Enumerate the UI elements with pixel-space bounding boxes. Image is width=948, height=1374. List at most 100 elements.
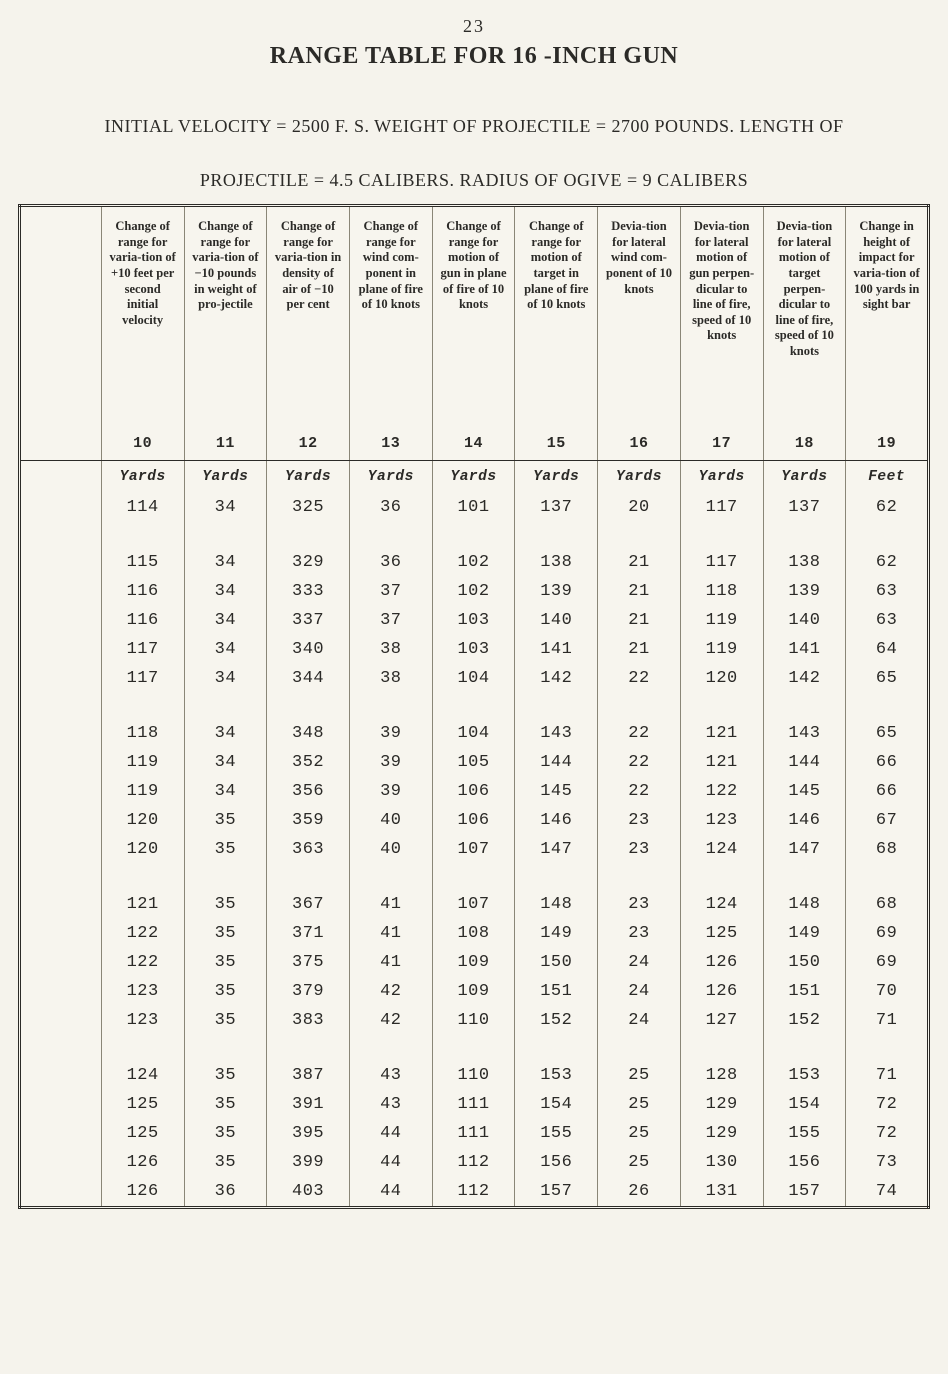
table-cell: 26	[598, 1177, 681, 1208]
table-cell-gap	[432, 522, 515, 548]
table-cell: 35	[184, 835, 267, 864]
table-cell: 157	[515, 1177, 598, 1208]
table-cell-gap	[515, 522, 598, 548]
table-cell: 110	[432, 1006, 515, 1035]
table-cell: 125	[101, 1090, 184, 1119]
table-cell: 34	[184, 777, 267, 806]
table-cell-gap	[680, 693, 763, 719]
table-unit: Yards	[432, 461, 515, 494]
table-cell: 36	[349, 493, 432, 522]
table-cell-gap	[267, 864, 350, 890]
table-cell-lead	[20, 522, 102, 548]
table-cell-gap	[349, 693, 432, 719]
table-cell: 40	[349, 835, 432, 864]
table-cell: 126	[680, 948, 763, 977]
table-cell: 137	[515, 493, 598, 522]
table-colnum: 18	[763, 429, 846, 461]
table-cell-gap	[349, 864, 432, 890]
table-cell-gap	[846, 522, 929, 548]
table-cell: 152	[515, 1006, 598, 1035]
table-cell: 148	[515, 890, 598, 919]
table-cell-gap	[184, 864, 267, 890]
table-cell: 102	[432, 548, 515, 577]
table-cell: 117	[680, 493, 763, 522]
table-cell-gap	[432, 1035, 515, 1061]
subtitle-line-1: INITIAL VELOCITY = 2500 F. S. WEIGHT OF …	[104, 116, 843, 136]
table-cell: 24	[598, 948, 681, 977]
table-cell: 69	[846, 919, 929, 948]
table-row: 12535395441111552512915572	[20, 1119, 929, 1148]
table-cell-lead	[20, 919, 102, 948]
table-cell: 23	[598, 806, 681, 835]
table-cell-lead	[20, 461, 102, 494]
table-header: Change in height of impact for varia-tio…	[846, 206, 929, 430]
table-cell: 72	[846, 1119, 929, 1148]
table-cell: 35	[184, 1006, 267, 1035]
table-cell: 39	[349, 719, 432, 748]
table-row: 12636403441121572613115774	[20, 1177, 929, 1208]
table-cell: 21	[598, 606, 681, 635]
table-cell: 124	[101, 1061, 184, 1090]
table-unit-row: YardsYardsYardsYardsYardsYardsYardsYards…	[20, 461, 929, 494]
table-cell: 42	[349, 1006, 432, 1035]
table-unit: Yards	[267, 461, 350, 494]
table-row: 11634333371021392111813963	[20, 577, 929, 606]
table-cell: 367	[267, 890, 350, 919]
table-cell: 142	[515, 664, 598, 693]
table-body: 10111213141516171819YardsYardsYardsYards…	[20, 429, 929, 1208]
table-cell: 121	[101, 890, 184, 919]
table-cell: 116	[101, 606, 184, 635]
table-cell: 41	[349, 890, 432, 919]
table-cell: 24	[598, 1006, 681, 1035]
table-cell: 66	[846, 748, 929, 777]
table-cell: 151	[763, 977, 846, 1006]
table-cell-gap	[598, 693, 681, 719]
table-cell: 37	[349, 606, 432, 635]
table-cell: 140	[763, 606, 846, 635]
table-cell: 149	[763, 919, 846, 948]
table-cell-lead	[20, 548, 102, 577]
table-cell: 156	[763, 1148, 846, 1177]
table-cell: 109	[432, 948, 515, 977]
table-cell: 375	[267, 948, 350, 977]
table-cell: 34	[184, 748, 267, 777]
table-cell: 123	[101, 977, 184, 1006]
table-unit: Yards	[101, 461, 184, 494]
table-cell: 21	[598, 635, 681, 664]
table-row: 11534329361021382111713862	[20, 548, 929, 577]
table-cell-lead	[20, 635, 102, 664]
table-cell-lead	[20, 748, 102, 777]
table-header-row: Change of range for varia-tion of +10 fe…	[20, 206, 929, 430]
table-cell: 38	[349, 664, 432, 693]
table-cell-lead	[20, 864, 102, 890]
table-cell-lead	[20, 664, 102, 693]
table-cell: 34	[184, 664, 267, 693]
table-unit: Feet	[846, 461, 929, 494]
table-cell: 122	[101, 948, 184, 977]
table-cell: 147	[763, 835, 846, 864]
table-cell-lead	[20, 693, 102, 719]
table-cell: 68	[846, 890, 929, 919]
table-cell: 66	[846, 777, 929, 806]
table-cell: 35	[184, 890, 267, 919]
table-row: 12235371411081492312514969	[20, 919, 929, 948]
table-cell: 395	[267, 1119, 350, 1148]
table-colnum: 12	[267, 429, 350, 461]
table-cell: 123	[101, 1006, 184, 1035]
table-header: Devia-tion for lateral wind com-ponent o…	[598, 206, 681, 430]
table-cell: 129	[680, 1090, 763, 1119]
table-cell: 403	[267, 1177, 350, 1208]
table-cell: 107	[432, 890, 515, 919]
table-cell: 119	[101, 777, 184, 806]
table-cell: 21	[598, 548, 681, 577]
table-cell: 145	[763, 777, 846, 806]
table-cell-gap	[515, 693, 598, 719]
table-cell: 144	[763, 748, 846, 777]
table-cell-gap	[432, 693, 515, 719]
table-cell: 119	[680, 606, 763, 635]
table-cell: 142	[763, 664, 846, 693]
table-cell: 25	[598, 1061, 681, 1090]
table-cell: 118	[101, 719, 184, 748]
table-cell: 379	[267, 977, 350, 1006]
table-cell: 122	[101, 919, 184, 948]
